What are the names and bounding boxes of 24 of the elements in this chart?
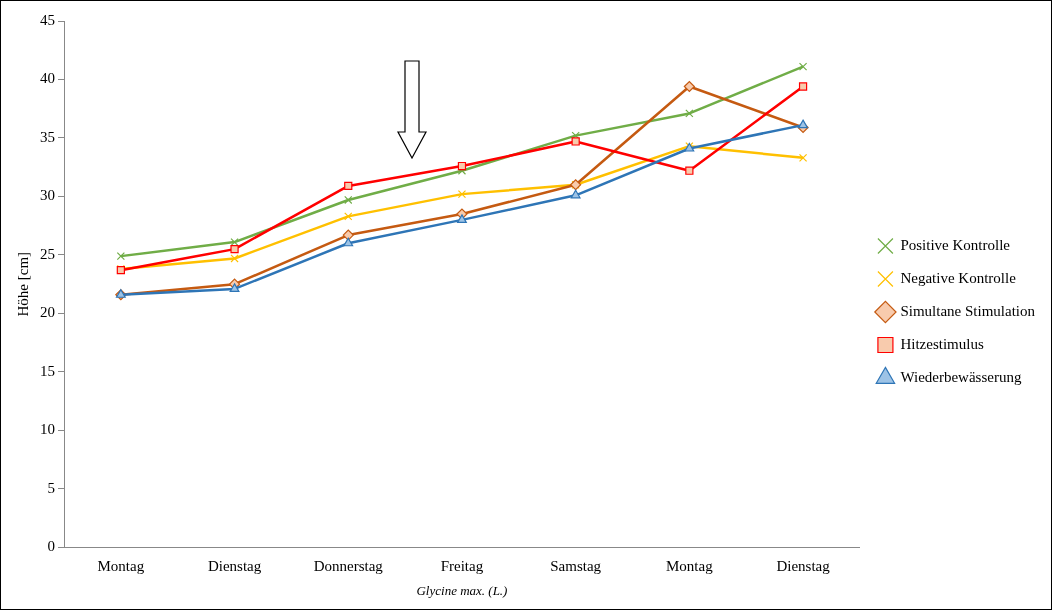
- legend-label: Wiederbewässerung: [900, 368, 1022, 385]
- y-axis-title: Höhe [cm]: [14, 251, 31, 317]
- y-tick-label: 20: [40, 304, 55, 321]
- legend-label: Positive Kontrolle: [900, 236, 1011, 253]
- y-tick-label: 10: [40, 421, 55, 438]
- x-tick-label: Dienstag: [776, 558, 831, 575]
- y-tick-label: 40: [40, 70, 55, 87]
- x-tick-label: Samstag: [550, 558, 602, 575]
- y-tick-label: 35: [40, 128, 55, 145]
- x-tick-label: Dienstag: [207, 558, 262, 575]
- x-axis-title: Glycine max. (L.): [416, 582, 508, 598]
- legend-label: Hitzestimulus: [900, 335, 984, 352]
- y-tick-label: 15: [40, 362, 55, 379]
- x-tick-label: Montag: [666, 558, 714, 575]
- legend-label: Negative Kontrolle: [900, 269, 1017, 286]
- y-tick-label: 5: [47, 479, 55, 496]
- legend-label: Simultane Stimulation: [900, 302, 1036, 319]
- x-tick-label: Freitag: [440, 558, 484, 575]
- x-tick-label: Donnerstag: [313, 558, 384, 575]
- x-tick-label: Montag: [97, 558, 145, 575]
- y-tick-label: 25: [40, 245, 55, 262]
- y-tick-label: 45: [40, 11, 55, 28]
- y-tick-label: 0: [47, 538, 55, 555]
- y-tick-label: 30: [40, 187, 55, 204]
